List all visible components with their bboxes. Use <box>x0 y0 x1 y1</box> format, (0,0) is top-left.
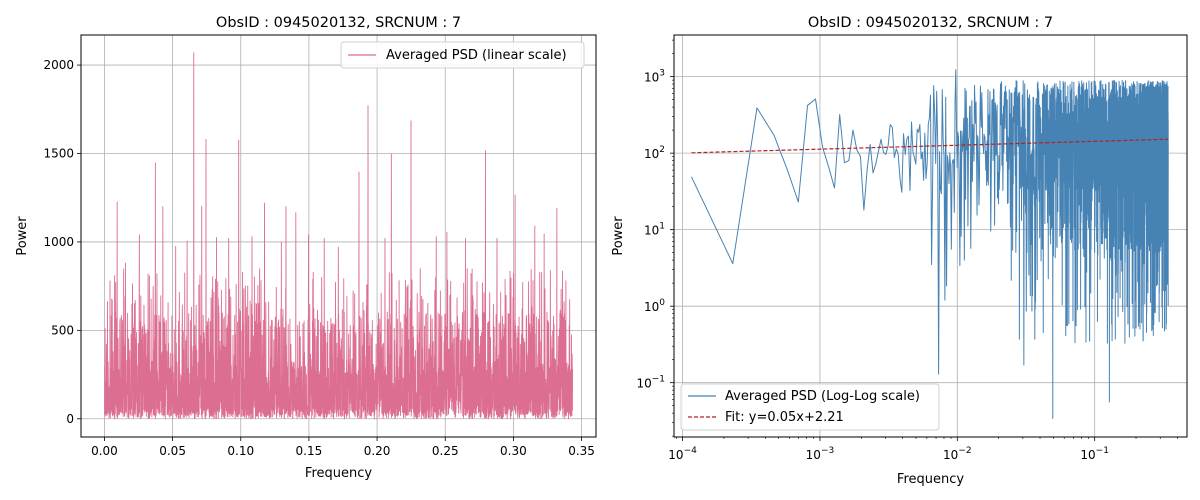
loglog-y-tick-label: 101 <box>644 222 665 238</box>
loglog-y-tick-label: 100 <box>644 298 665 314</box>
loglog-fit-line <box>691 138 1169 154</box>
loglog-x-tick-base: 10 <box>668 448 683 462</box>
loglog-psd-line <box>690 69 1169 420</box>
loglog-legend-box <box>680 383 940 431</box>
linear-x-tick-label: 0.25 <box>432 444 459 458</box>
linear-x-tick-label: 0.15 <box>296 444 323 458</box>
linear-y-tick-label: 0 <box>66 412 74 426</box>
linear-y-tick-label: 1000 <box>43 235 74 249</box>
linear-x-tick-label: 0.20 <box>364 444 391 458</box>
loglog-x-tick-label: 10−4 <box>668 446 697 462</box>
loglog-x-tick-exponent: −4 <box>684 446 698 456</box>
linear-series <box>104 52 573 420</box>
loglog-y-tick-label: 103 <box>644 69 665 85</box>
linear-x-tick-label: 0.35 <box>568 444 595 458</box>
loglog-y-tick-exponent: −1 <box>652 375 665 385</box>
loglog-x-tick-exponent: −1 <box>1096 446 1109 456</box>
linear-legend: Averaged PSD (linear scale) <box>340 41 585 69</box>
loglog-axes-frame <box>673 34 1188 438</box>
loglog-y-tick-exponent: 0 <box>659 298 665 308</box>
loglog-legend: Averaged PSD (Log-Log scale) Fit: y=0.05… <box>680 383 940 431</box>
loglog-x-tick-label: 10−2 <box>943 446 972 462</box>
linear-x-tick-label: 0.30 <box>500 444 527 458</box>
linear-legend-box <box>340 41 585 69</box>
loglog-x-tick-exponent: −2 <box>958 446 971 456</box>
linear-x-tick-label: 0.00 <box>91 444 118 458</box>
linear-x-tick-label: 0.10 <box>227 444 254 458</box>
linear-y-tick-label: 2000 <box>43 58 74 72</box>
linear-y-axis-label: Power <box>15 216 30 256</box>
loglog-y-axis-label: Power <box>611 216 626 256</box>
linear-x-tick-label: 0.05 <box>159 444 186 458</box>
loglog-y-tick-label: 10−1 <box>636 375 665 391</box>
loglog-y-tick-base: 10 <box>644 300 659 314</box>
loglog-x-tick-label: 10−3 <box>806 446 835 462</box>
loglog-y-tick-exponent: 1 <box>659 222 665 232</box>
loglog-y-tick-label: 102 <box>644 145 665 161</box>
linear-x-axis-label: Frequency <box>305 466 372 481</box>
linear-legend-label: Averaged PSD (linear scale) <box>386 48 567 63</box>
loglog-y-tick-base: 10 <box>644 71 659 85</box>
loglog-y-tick-exponent: 2 <box>659 145 665 155</box>
linear-y-tick-label: 1500 <box>43 146 74 160</box>
loglog-x-tick-exponent: −3 <box>821 446 834 456</box>
loglog-x-axis-label: Frequency <box>897 472 964 487</box>
loglog-x-tick-base: 10 <box>806 448 821 462</box>
loglog-legend-fit-label: Fit: y=0.05x+2.21 <box>725 410 844 425</box>
loglog-y-tick-base: 10 <box>636 377 651 391</box>
linear-axes-frame <box>80 34 597 438</box>
linear-chart-title: ObsID : 0945020132, SRCNUM : 7 <box>216 15 461 31</box>
loglog-chart-title: ObsID : 0945020132, SRCNUM : 7 <box>808 15 1053 31</box>
linear-y-tick-label: 500 <box>51 323 74 337</box>
loglog-x-tick-base: 10 <box>1080 448 1095 462</box>
loglog-x-tick-base: 10 <box>943 448 958 462</box>
loglog-y-tick-base: 10 <box>644 224 659 238</box>
linear-ticks: 0.00 0.05 0.10 0.15 0.20 0.25 0.30 0.35 0 500 1000… <box>43 58 594 458</box>
loglog-y-tick-base: 10 <box>644 147 659 161</box>
linear-psd-panel: 0.00 0.05 0.10 0.15 0.20 0.25 0.30 0.35 0 500 1000… <box>15 15 597 481</box>
linear-psd-line <box>104 52 573 420</box>
loglog-legend-psd-label: Averaged PSD (Log-Log scale) <box>725 389 920 404</box>
loglog-grid <box>674 35 1187 437</box>
loglog-x-tick-label: 10−1 <box>1080 446 1109 462</box>
loglog-series <box>690 69 1169 420</box>
loglog-y-tick-exponent: 3 <box>659 69 665 79</box>
